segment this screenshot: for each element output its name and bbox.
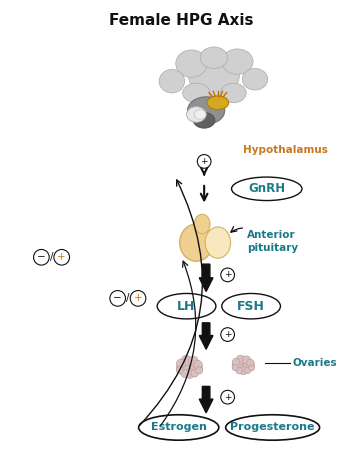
- Circle shape: [221, 390, 235, 404]
- Circle shape: [232, 364, 238, 370]
- Ellipse shape: [207, 96, 229, 110]
- Text: −: −: [37, 252, 46, 262]
- Circle shape: [176, 366, 183, 373]
- Circle shape: [236, 367, 243, 374]
- Text: +: +: [200, 157, 208, 166]
- Circle shape: [236, 357, 251, 372]
- Circle shape: [245, 367, 251, 374]
- Text: +: +: [134, 293, 142, 303]
- Circle shape: [190, 361, 202, 374]
- Ellipse shape: [193, 112, 215, 128]
- Ellipse shape: [188, 54, 239, 97]
- Ellipse shape: [222, 49, 253, 74]
- Ellipse shape: [221, 83, 246, 103]
- Ellipse shape: [194, 110, 206, 119]
- Text: Female HPG Axis: Female HPG Axis: [109, 13, 254, 28]
- Ellipse shape: [205, 227, 231, 258]
- Circle shape: [247, 360, 254, 367]
- Polygon shape: [199, 323, 213, 349]
- Ellipse shape: [226, 415, 320, 440]
- Circle shape: [232, 360, 243, 371]
- Polygon shape: [199, 387, 213, 413]
- Polygon shape: [199, 264, 213, 292]
- Circle shape: [54, 249, 69, 265]
- Circle shape: [248, 365, 254, 371]
- Text: Estrogen: Estrogen: [151, 423, 207, 432]
- Ellipse shape: [231, 177, 302, 201]
- Circle shape: [177, 361, 189, 374]
- Text: FSH: FSH: [237, 300, 265, 313]
- Text: /: /: [50, 252, 53, 262]
- Ellipse shape: [180, 224, 213, 261]
- Text: Ovaries: Ovaries: [292, 358, 337, 368]
- Circle shape: [181, 358, 198, 376]
- Circle shape: [110, 291, 126, 306]
- Circle shape: [194, 360, 202, 369]
- Circle shape: [239, 366, 247, 375]
- Text: −: −: [113, 293, 122, 303]
- Text: +: +: [224, 330, 231, 339]
- Circle shape: [243, 356, 251, 364]
- Text: /: /: [126, 293, 129, 303]
- Ellipse shape: [139, 415, 219, 440]
- Text: GnRH: GnRH: [248, 182, 285, 195]
- FancyArrowPatch shape: [161, 261, 196, 425]
- Text: +: +: [58, 252, 66, 262]
- Ellipse shape: [222, 293, 281, 319]
- Circle shape: [191, 369, 199, 377]
- Ellipse shape: [200, 47, 228, 68]
- Ellipse shape: [157, 293, 216, 319]
- Ellipse shape: [242, 68, 268, 90]
- FancyArrowPatch shape: [140, 180, 202, 425]
- Text: +: +: [224, 270, 231, 279]
- Ellipse shape: [187, 107, 206, 122]
- Ellipse shape: [187, 97, 225, 124]
- Circle shape: [236, 355, 245, 364]
- Circle shape: [34, 249, 49, 265]
- Text: Progesterone: Progesterone: [230, 423, 315, 432]
- Text: Anterior
pituitary: Anterior pituitary: [247, 230, 298, 253]
- Circle shape: [196, 367, 203, 374]
- Circle shape: [177, 359, 186, 368]
- Circle shape: [130, 291, 146, 306]
- Circle shape: [232, 358, 240, 366]
- Ellipse shape: [176, 50, 207, 77]
- Circle shape: [181, 369, 188, 378]
- Circle shape: [185, 369, 194, 378]
- Text: Hypothalamus: Hypothalamus: [243, 145, 328, 155]
- Circle shape: [244, 360, 254, 371]
- Circle shape: [221, 328, 235, 342]
- Text: LH: LH: [177, 300, 196, 313]
- Circle shape: [197, 154, 211, 168]
- Circle shape: [221, 268, 235, 282]
- Ellipse shape: [194, 214, 210, 234]
- Circle shape: [181, 356, 192, 366]
- Ellipse shape: [159, 69, 185, 93]
- Ellipse shape: [183, 83, 210, 103]
- Circle shape: [188, 356, 198, 366]
- Text: +: +: [224, 393, 231, 402]
